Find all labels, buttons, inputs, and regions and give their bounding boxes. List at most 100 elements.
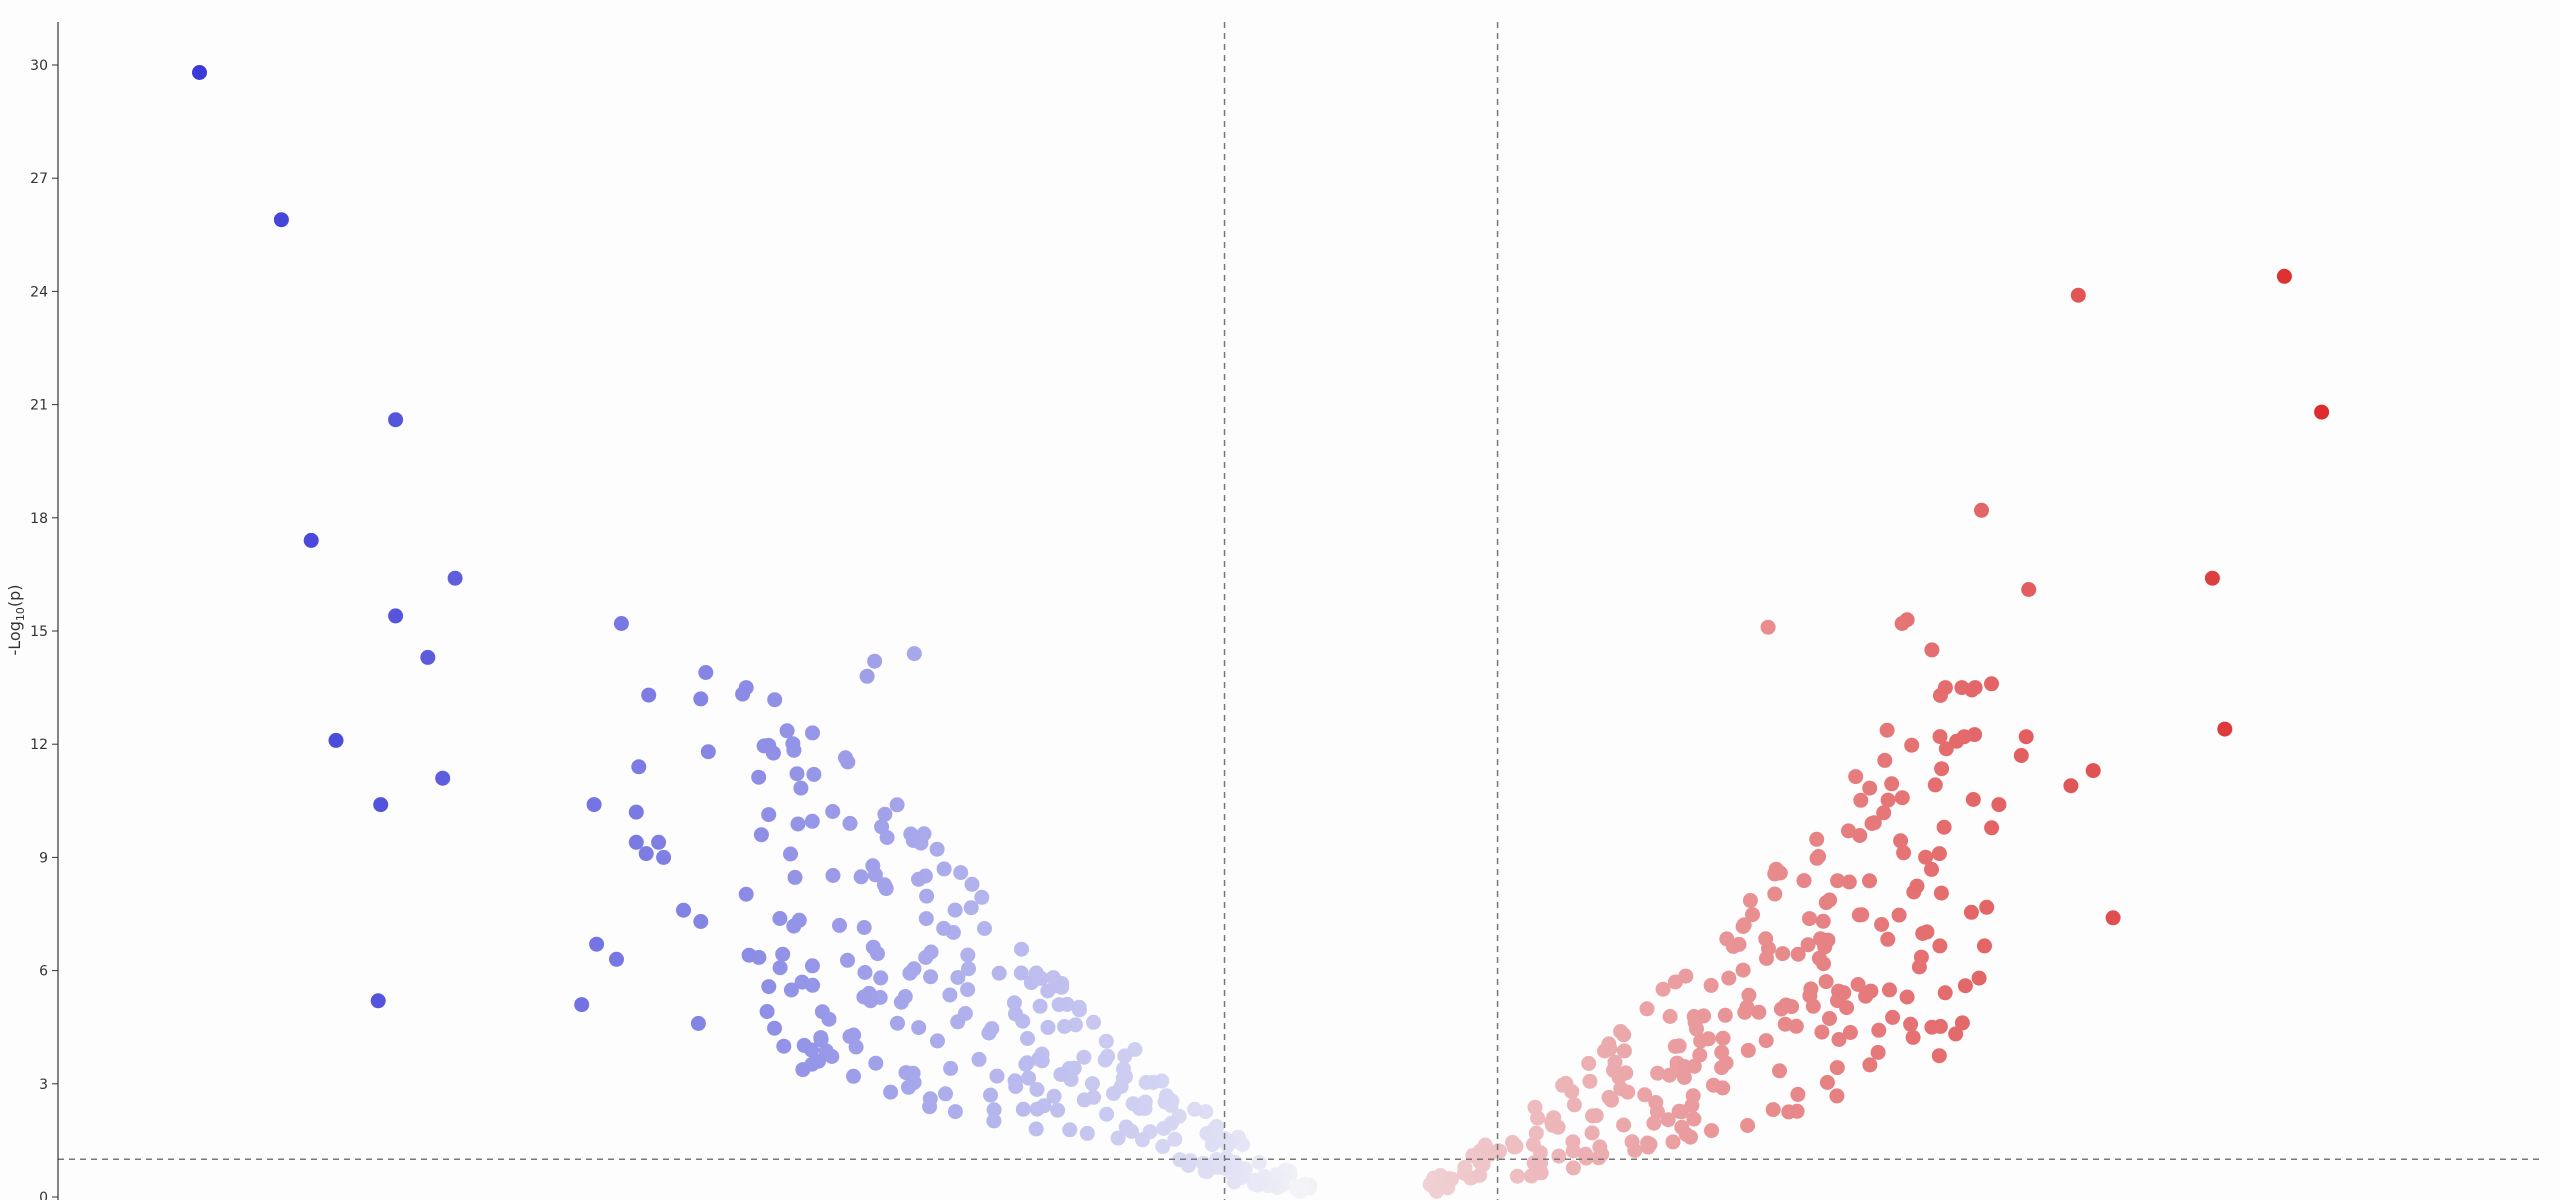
data-point xyxy=(787,869,803,885)
y-axis: 0 3 6 9 12 15 18 21 24 27 30 xyxy=(30,22,59,1200)
data-point xyxy=(1731,936,1747,952)
data-point xyxy=(1899,989,1915,1005)
data-point xyxy=(1866,815,1882,831)
data-point xyxy=(1099,1106,1115,1122)
data-point xyxy=(772,960,788,976)
data-point xyxy=(1963,904,1979,920)
data-point xyxy=(919,888,935,904)
data-point xyxy=(1671,1038,1687,1054)
data-point xyxy=(1803,981,1819,997)
data-point xyxy=(1167,1131,1183,1147)
data-point xyxy=(1110,1130,1126,1146)
data-point xyxy=(1076,1049,1092,1065)
data-point xyxy=(1678,968,1694,984)
data-point xyxy=(1936,819,1952,835)
data-point xyxy=(192,65,207,80)
data-point xyxy=(1830,873,1846,889)
data-point xyxy=(930,1033,945,1049)
data-point xyxy=(1014,941,1029,957)
data-point xyxy=(1551,1148,1567,1164)
data-point xyxy=(1909,878,1925,894)
data-point xyxy=(1816,956,1831,972)
data-point xyxy=(1715,1080,1731,1096)
data-point xyxy=(981,1025,997,1041)
data-point xyxy=(942,987,958,1003)
data-point xyxy=(1800,937,1816,953)
data-point xyxy=(303,532,319,548)
data-point xyxy=(1879,722,1895,738)
data-point xyxy=(814,1004,830,1020)
data-point xyxy=(1053,1067,1069,1082)
y-tick-label: 21 xyxy=(30,398,48,414)
data-point xyxy=(1032,998,1048,1014)
data-point xyxy=(2021,582,2037,597)
data-point xyxy=(1604,1092,1619,1108)
data-point xyxy=(794,974,810,990)
data-point xyxy=(1931,846,1947,862)
data-point xyxy=(1967,680,1983,696)
data-point xyxy=(1802,911,1817,927)
data-point xyxy=(1874,917,1890,932)
data-point xyxy=(902,965,918,981)
data-point xyxy=(1696,1008,1712,1024)
data-point xyxy=(1106,1086,1121,1101)
data-point xyxy=(628,804,644,820)
data-point xyxy=(1062,1122,1078,1138)
data-point xyxy=(2085,763,2101,779)
data-point xyxy=(783,982,799,998)
data-point xyxy=(1788,1018,1804,1034)
data-point xyxy=(420,649,436,665)
data-point xyxy=(775,946,791,962)
data-point xyxy=(1809,831,1825,847)
data-point xyxy=(877,806,893,822)
data-point xyxy=(1029,1101,1045,1117)
data-point xyxy=(1924,642,1940,658)
data-point xyxy=(889,797,905,813)
data-point xyxy=(1686,1111,1702,1127)
data-point xyxy=(1904,737,1920,753)
data-point xyxy=(865,939,881,955)
data-point xyxy=(1057,1019,1072,1034)
data-point xyxy=(676,902,691,918)
data-point xyxy=(1751,1004,1767,1020)
data-point xyxy=(1918,849,1934,865)
data-point xyxy=(953,865,969,881)
data-point xyxy=(1956,729,1972,745)
data-point xyxy=(1618,1065,1634,1081)
data-point xyxy=(1822,892,1838,908)
data-point xyxy=(1251,1155,1267,1170)
data-point xyxy=(1655,981,1671,997)
data-point xyxy=(574,997,590,1013)
data-point xyxy=(1894,790,1910,806)
data-point xyxy=(1187,1101,1203,1117)
y-tick-label: 12 xyxy=(30,737,48,753)
data-point xyxy=(960,982,976,998)
data-point xyxy=(1444,1171,1459,1187)
data-point xyxy=(1740,1042,1756,1058)
data-point xyxy=(1660,1112,1676,1128)
data-point xyxy=(1046,1088,1062,1104)
data-point xyxy=(1829,1088,1845,1104)
threshold-lines xyxy=(58,22,2540,1200)
data-point xyxy=(868,1055,884,1071)
data-point xyxy=(1979,899,1995,915)
data-point xyxy=(838,750,853,766)
data-point xyxy=(1880,792,1896,808)
data-point xyxy=(1068,1017,1083,1033)
data-point xyxy=(806,766,822,782)
data-point xyxy=(1862,780,1878,796)
y-tick-label: 27 xyxy=(30,171,48,187)
data-point xyxy=(2063,778,2079,794)
y-axis-label-main: -Log xyxy=(5,621,24,655)
data-point xyxy=(1594,1146,1610,1162)
data-point xyxy=(1893,833,1909,849)
data-point xyxy=(1777,1016,1793,1032)
data-point xyxy=(1862,873,1877,889)
data-point xyxy=(1822,1011,1837,1026)
data-point xyxy=(857,965,873,980)
data-point xyxy=(1831,1032,1847,1047)
data-point xyxy=(435,770,451,786)
data-point xyxy=(735,686,751,702)
data-point xyxy=(805,725,820,741)
data-point xyxy=(1772,865,1788,881)
